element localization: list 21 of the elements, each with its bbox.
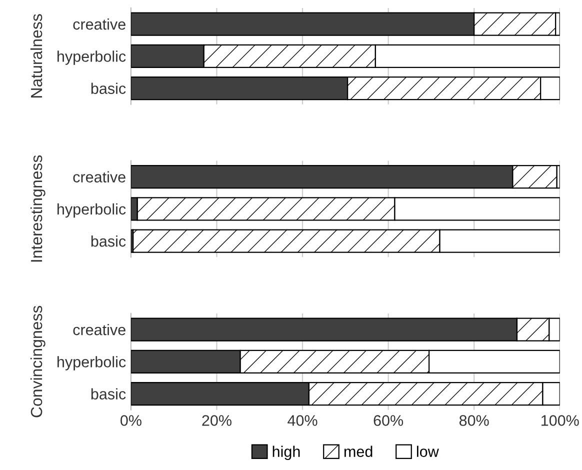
y-tick-label: hyperbolic [58,356,126,370]
y-tick-label: hyperbolic [58,50,126,65]
y-axis-title: Naturalness [30,14,42,98]
x-tick-label: 20% [202,415,232,426]
legend-label: low [416,446,439,458]
legend-label: high [272,446,300,460]
y-tick-label: hyperbolic [58,203,126,218]
x-tick-label: 80% [459,415,489,426]
y-tick-label: basic [91,388,126,400]
y-tick-label: basic [91,82,126,94]
y-tick-label: creative [73,18,126,30]
x-tick-label: 40% [288,415,318,426]
x-tick-label: 60% [374,415,404,426]
y-tick-label: creative [73,324,126,336]
text: med [344,446,372,458]
x-tick-label: 0% [120,415,142,426]
y-tick-label: creative [73,171,126,182]
y-axis-title: Interestingness [30,155,46,262]
y-tick-label: basic [91,235,126,247]
y-axis-title: Convincingness [30,306,46,418]
x-tick-label: 100% [542,415,579,426]
